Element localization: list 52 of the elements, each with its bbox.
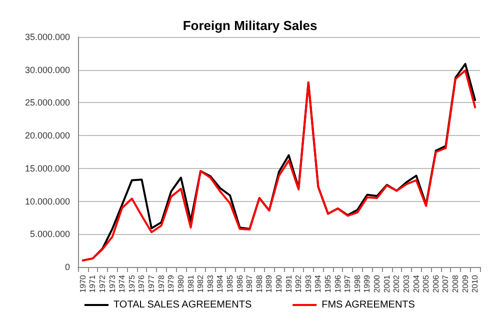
y-tick-label: 35.000.000 [24, 32, 70, 42]
x-tick-label: 1996 [333, 274, 342, 293]
x-tick-label: 2007 [441, 274, 450, 293]
y-tick-label: 10.000.000 [24, 196, 70, 206]
x-tick-label: 1986 [235, 274, 244, 293]
x-tick-label: 1975 [127, 274, 136, 293]
x-tick-label: 1972 [98, 274, 108, 293]
x-tick-label: 1983 [206, 274, 215, 293]
x-tick-label: 1981 [186, 274, 196, 293]
x-tick-label: 2000 [372, 274, 382, 293]
x-tick-label: 1977 [147, 274, 156, 293]
x-tick-label: 2001 [382, 274, 392, 293]
x-tick-label: 1991 [284, 274, 294, 293]
legend-label: FMS AGREEMENTS [322, 300, 416, 310]
x-tick-label: 2005 [422, 274, 431, 293]
x-tick-label: 1976 [137, 274, 146, 293]
y-tick-label: 25.000.000 [24, 98, 70, 108]
y-tick-label: 20.000.000 [24, 130, 70, 141]
x-tick-label: 1978 [156, 274, 166, 293]
x-tick-label: 2006 [431, 274, 440, 293]
y-tick-label: 15.000.000 [24, 163, 70, 174]
x-tick-label: 1985 [225, 274, 234, 293]
x-tick-label: 1989 [264, 274, 274, 293]
x-tick-label: 1970 [78, 274, 88, 293]
x-tick-label: 2003 [402, 274, 411, 293]
x-tick-label: 1984 [216, 274, 225, 293]
x-tick-label: 2002 [392, 274, 402, 293]
x-tick-label: 1992 [294, 274, 304, 293]
x-tick-label: 1998 [352, 274, 362, 293]
x-tick-label: 1982 [196, 274, 206, 293]
x-tick-label: 2009 [460, 274, 470, 293]
x-tick-label: 1995 [324, 274, 333, 293]
y-tick-label: 30.000.000 [24, 64, 70, 75]
chart-title: Foreign Military Sales [182, 18, 318, 33]
x-tick-label: 1993 [304, 274, 313, 293]
x-tick-label: 1980 [176, 274, 186, 293]
x-tick-label: 1971 [88, 274, 98, 293]
x-tick-label: 1973 [108, 274, 117, 293]
x-tick-label: 2010 [470, 274, 480, 293]
y-tick-label: 0 [64, 262, 70, 272]
x-tick-label: 2004 [412, 274, 421, 293]
x-tick-label: 1974 [118, 274, 127, 293]
x-tick-label: 1997 [343, 274, 352, 293]
x-tick-label: 1990 [274, 274, 284, 293]
y-tick-label: 5.000.000 [30, 229, 70, 240]
x-tick-label: 1994 [314, 274, 323, 293]
x-tick-label: 1979 [166, 274, 176, 293]
x-tick-label: 1987 [245, 274, 254, 293]
x-tick-label: 1999 [362, 274, 372, 293]
legend-label: TOTAL SALES AGREEMENTS [113, 300, 252, 310]
x-tick-label: 1988 [254, 274, 264, 293]
x-tick-label: 2008 [450, 274, 460, 293]
